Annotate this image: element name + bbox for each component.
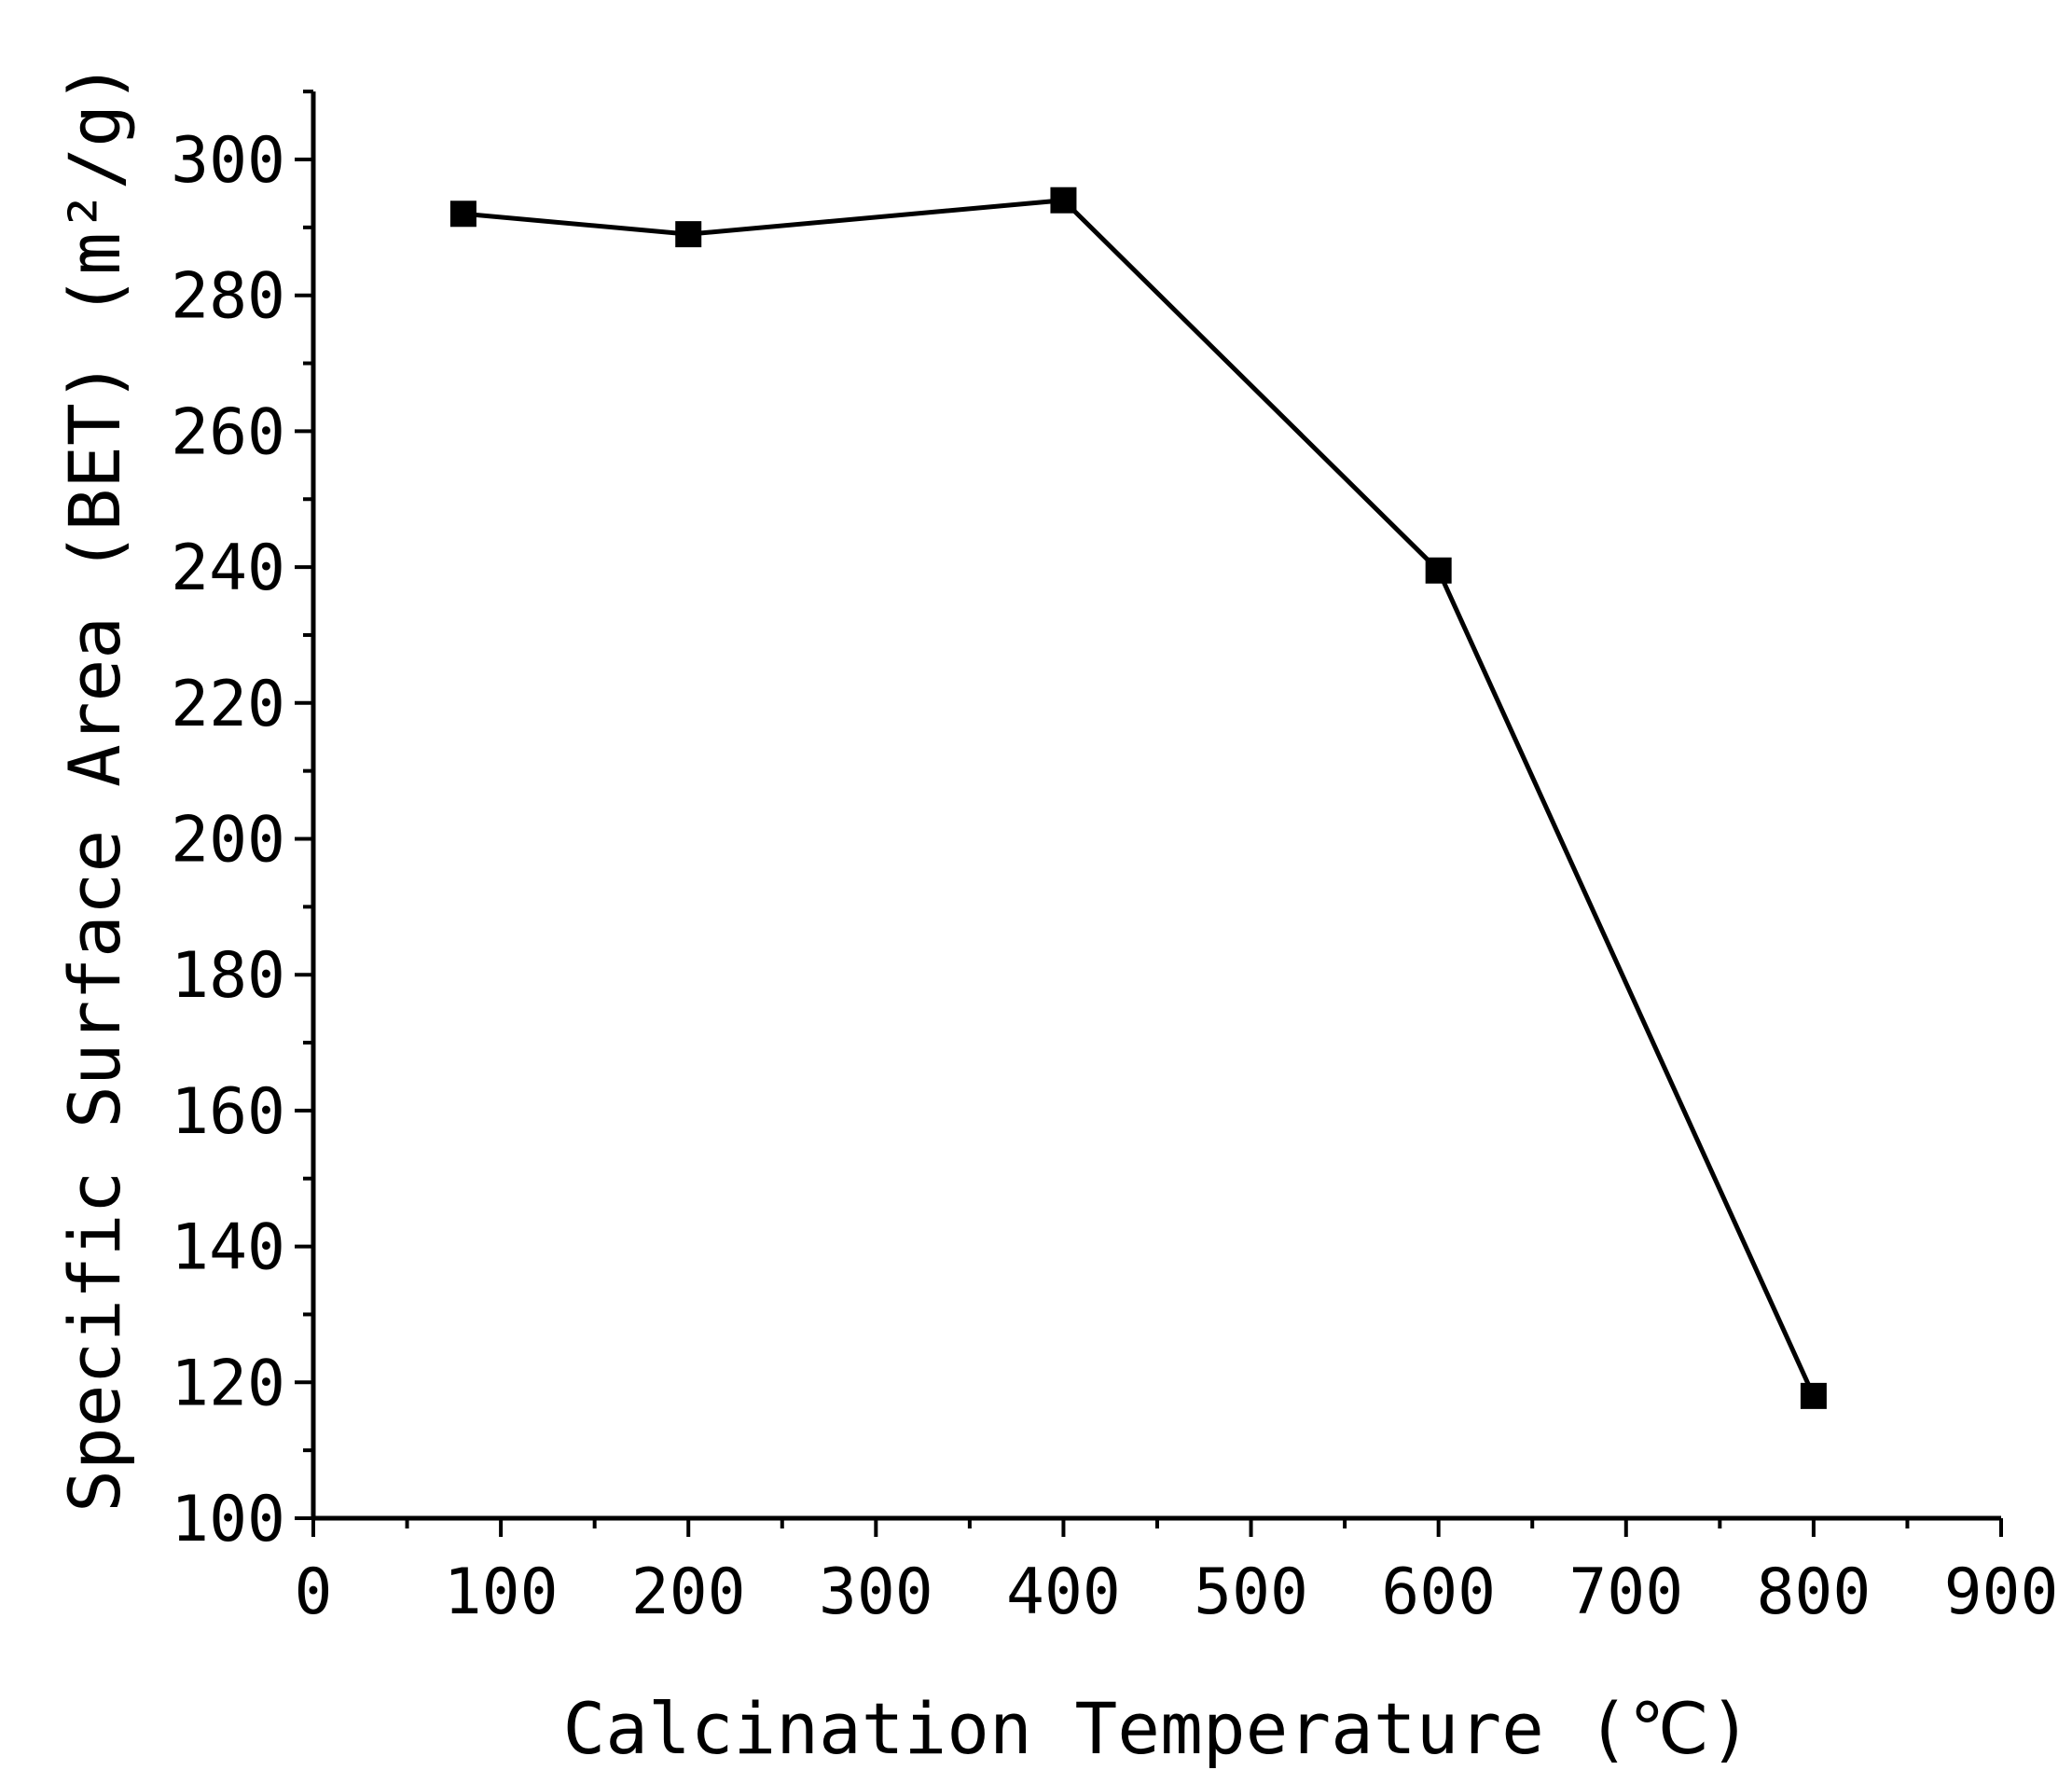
axis-ticks bbox=[295, 90, 2003, 1537]
y-tick-label: 160 bbox=[171, 1075, 285, 1149]
data-point bbox=[1800, 1382, 1827, 1409]
x-axis-title: Calcination Temperature (℃) bbox=[562, 1687, 1751, 1770]
x-tick-label: 700 bbox=[1568, 1556, 1683, 1629]
y-tick-label: 220 bbox=[171, 668, 285, 741]
x-tick-label: 400 bbox=[1006, 1556, 1121, 1629]
data-point bbox=[675, 221, 702, 248]
x-tick-label: 200 bbox=[631, 1556, 746, 1629]
y-tick-label: 180 bbox=[171, 939, 285, 1013]
y-tick-label: 120 bbox=[171, 1347, 285, 1420]
x-tick-label: 100 bbox=[444, 1556, 559, 1629]
x-tick-label: 800 bbox=[1756, 1556, 1871, 1629]
x-tick-label: 300 bbox=[819, 1556, 933, 1629]
y-tick-label: 200 bbox=[171, 804, 285, 878]
axes bbox=[311, 91, 2001, 1521]
data-point bbox=[449, 201, 477, 228]
data-point bbox=[1425, 557, 1452, 584]
series-layer bbox=[449, 187, 1827, 1409]
x-tick-label: 600 bbox=[1381, 1556, 1496, 1629]
y-tick-labels: 100 120 140 160 180 200 220 240 260 280 300 bbox=[171, 124, 285, 1556]
y-tick-label: 240 bbox=[171, 532, 285, 605]
y-tick-label: 100 bbox=[171, 1483, 285, 1556]
series-line bbox=[463, 198, 1816, 1397]
data-point bbox=[1050, 187, 1077, 214]
y-tick-label: 260 bbox=[171, 395, 285, 469]
x-tick-label: 500 bbox=[1194, 1556, 1308, 1629]
x-tick-labels: 0 100 200 300 400 500 600 700 800 900 bbox=[295, 1556, 2059, 1629]
x-tick-label: 900 bbox=[1944, 1556, 2059, 1629]
y-tick-label: 280 bbox=[171, 260, 285, 334]
y-tick-label: 140 bbox=[171, 1211, 285, 1285]
y-tick-label: 300 bbox=[171, 124, 285, 198]
y-axis-title: Specific Surface Area (BET) (m²/g) bbox=[53, 62, 136, 1513]
x-tick-label: 0 bbox=[295, 1556, 333, 1629]
